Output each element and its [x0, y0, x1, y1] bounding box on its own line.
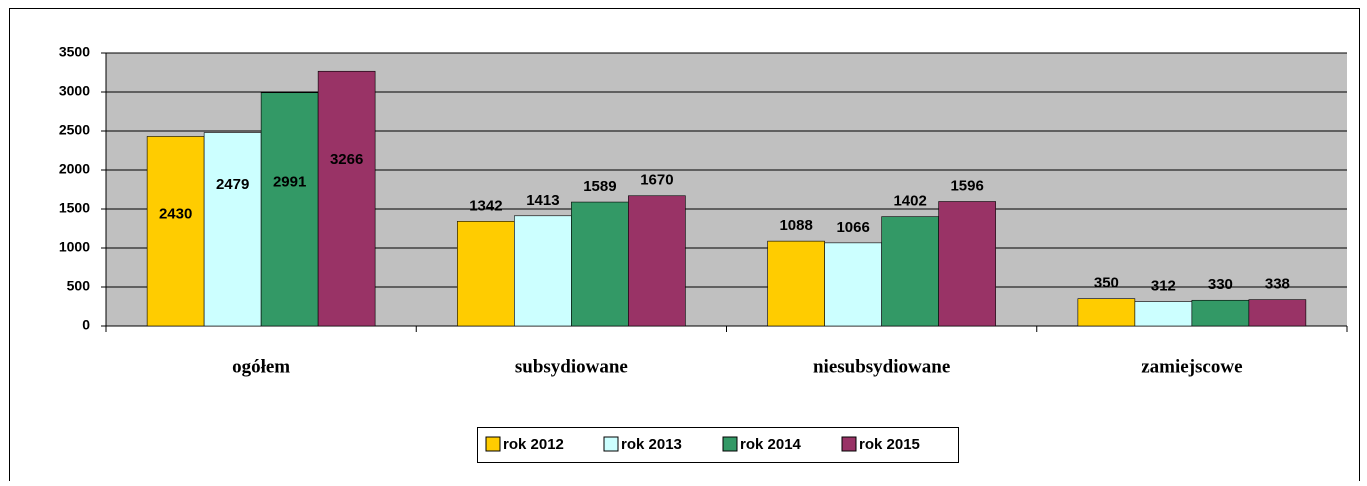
data-label: 1670 [640, 172, 673, 189]
data-label: 1402 [893, 193, 926, 210]
bar [1134, 301, 1193, 327]
data-label: 1589 [583, 178, 616, 195]
x-tick-label: zamiejscowe [1141, 356, 1242, 377]
data-label: 1066 [836, 219, 869, 236]
data-label: 3266 [330, 151, 363, 168]
bar [146, 136, 205, 327]
data-label: 312 [1151, 278, 1176, 295]
legend-label: rok 2015 [859, 436, 920, 453]
data-label: 330 [1208, 276, 1233, 293]
bar [1248, 299, 1307, 327]
bar [767, 240, 825, 327]
data-label: 338 [1265, 276, 1290, 293]
y-tick-label: 3000 [59, 83, 90, 99]
y-tick-label: 1500 [59, 200, 90, 216]
legend: rok 2012 rok 2013 rok 2014 rok 2015 [477, 427, 959, 463]
bar [260, 92, 319, 327]
data-label: 1342 [469, 197, 502, 214]
legend-swatch [603, 436, 619, 452]
bar [317, 70, 376, 327]
bar [571, 201, 629, 327]
legend-box [477, 427, 959, 463]
bar [881, 216, 939, 327]
y-tick-label: 1000 [59, 239, 90, 255]
bar [1191, 299, 1250, 327]
legend-label: rok 2013 [621, 436, 682, 453]
legend-swatch [485, 436, 501, 452]
x-tick-label: ogółem [232, 356, 290, 377]
y-tick-label: 0 [82, 317, 90, 333]
bar [457, 221, 515, 327]
bar [203, 132, 262, 327]
bar [824, 242, 882, 327]
bar [938, 201, 996, 327]
data-label: 350 [1094, 275, 1119, 292]
legend-swatch [722, 436, 738, 452]
bar [628, 195, 686, 327]
bar [1077, 298, 1136, 327]
legend-label: rok 2014 [740, 436, 802, 453]
y-tick-label: 2500 [59, 122, 90, 138]
x-tick-label: niesubsydiowane [813, 356, 950, 377]
data-label: 1413 [526, 192, 559, 209]
data-label: 2430 [159, 205, 192, 222]
y-tick-label: 3500 [59, 44, 90, 60]
bar [514, 215, 572, 327]
data-label: 2479 [216, 176, 249, 193]
x-tick-label: subsydiowane [515, 356, 628, 377]
legend-swatch [841, 436, 857, 452]
y-tick-label: 2000 [59, 161, 90, 177]
y-tick-label: 500 [67, 278, 91, 294]
data-label: 1088 [779, 217, 812, 234]
data-label: 1596 [950, 177, 983, 194]
data-label: 2991 [273, 174, 306, 191]
legend-label: rok 2012 [503, 436, 564, 453]
